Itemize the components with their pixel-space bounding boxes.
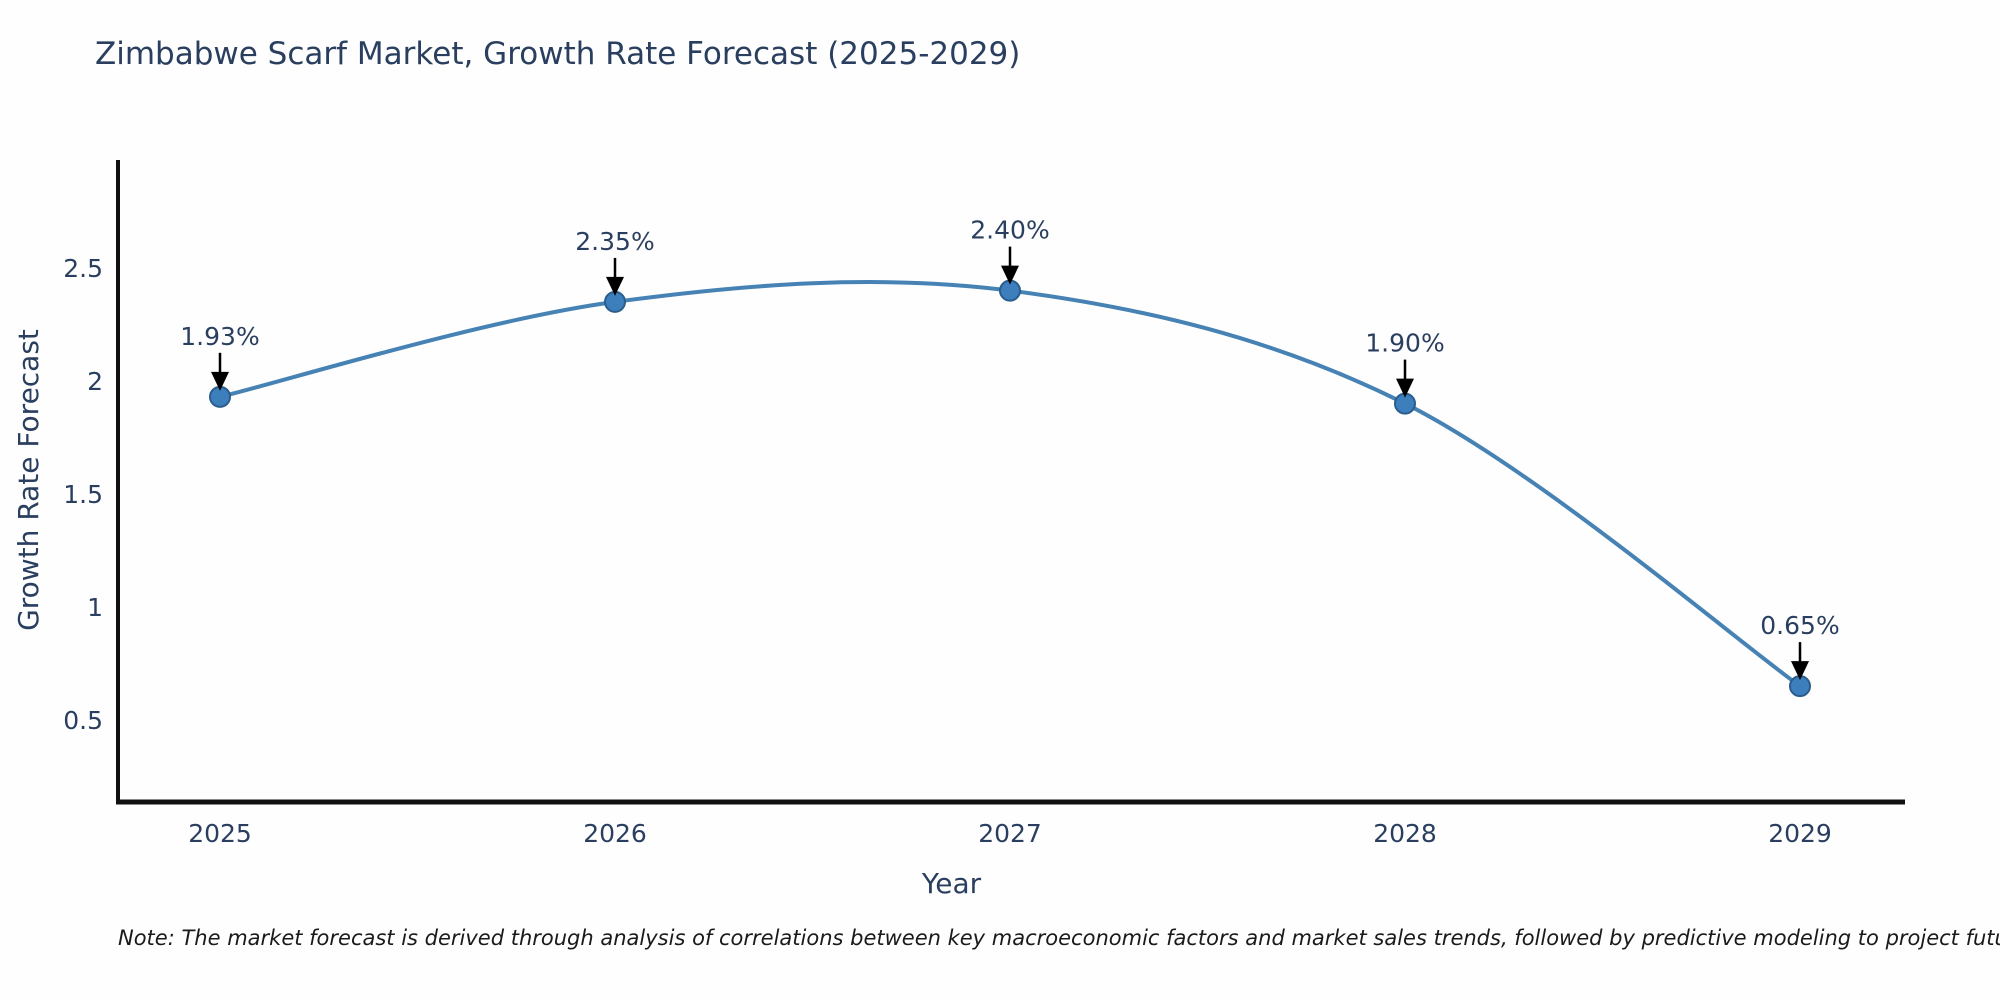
- x-axis-title: Year: [921, 867, 982, 900]
- data-point-label: 1.90%: [1365, 329, 1444, 358]
- x-tick-label: 2029: [1768, 819, 1832, 848]
- y-tick-label: 1: [87, 593, 103, 622]
- annotation-arrow-head: [1001, 265, 1019, 285]
- y-tick-label: 0.5: [63, 706, 103, 735]
- series-line: [218, 280, 1802, 689]
- x-tick-label: 2026: [583, 819, 647, 848]
- x-tick-label: 2027: [978, 819, 1042, 848]
- annotation-arrow-head: [606, 276, 624, 296]
- y-axis-title: Growth Rate Forecast: [12, 329, 45, 631]
- x-tick-label: 2025: [188, 819, 252, 848]
- y-tick-label: 2: [87, 367, 103, 396]
- y-tick-label: 2.5: [63, 254, 103, 283]
- y-tick-label: 1.5: [63, 480, 103, 509]
- annotation-arrow-head: [211, 371, 229, 391]
- chart-title: Zimbabwe Scarf Market, Growth Rate Forec…: [95, 36, 1021, 72]
- data-point-label: 0.65%: [1760, 611, 1839, 640]
- data-point-label: 2.35%: [575, 227, 654, 256]
- x-tick-label: 2028: [1373, 819, 1437, 848]
- annotation-arrow-head: [1396, 378, 1414, 398]
- data-point-label: 1.93%: [180, 322, 259, 351]
- data-point-label: 2.40%: [970, 216, 1049, 245]
- chart-footnote: Note: The market forecast is derived thr…: [118, 926, 2000, 950]
- annotation-arrow-head: [1791, 661, 1809, 681]
